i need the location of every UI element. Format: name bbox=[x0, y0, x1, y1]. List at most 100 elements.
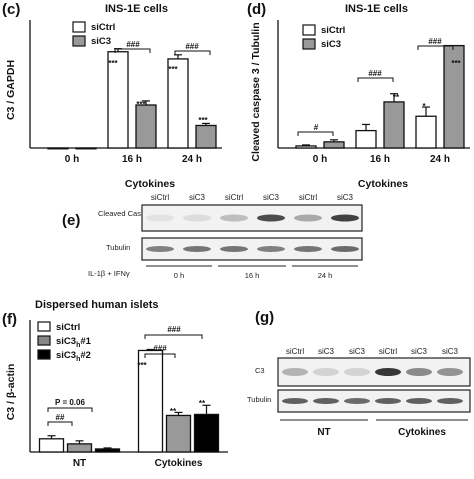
x-tick-label: 24 h bbox=[182, 154, 202, 165]
panel-f-label: (f) bbox=[2, 311, 17, 328]
bar bbox=[135, 104, 157, 149]
blot-g-row1 bbox=[277, 357, 471, 387]
legend-sic3h1-suffix: #1 bbox=[80, 336, 91, 347]
blot-g-row2 bbox=[277, 389, 471, 413]
sig-c-16h: ### bbox=[126, 40, 140, 49]
sig-f-cyt-sictrl: *** bbox=[137, 361, 147, 370]
panel-d-label: (d) bbox=[247, 1, 266, 18]
blot-band bbox=[313, 398, 339, 404]
panel-e: (e) siCtrl siC3 siCtrl siC3 siCtrl siC3 Cleav… bbox=[62, 193, 363, 280]
bar bbox=[415, 115, 437, 149]
panel-d: (d) INS-1E cells Cleaved caspase 3 / Tub… bbox=[247, 1, 470, 190]
panel-f-significance: P = 0.06 ## ### ### *** ** ** bbox=[47, 325, 206, 426]
lane-label: siCtrl bbox=[151, 193, 169, 202]
sig-f-cyt-h2: ### bbox=[167, 325, 181, 334]
blot-e-row1-bands bbox=[146, 214, 359, 222]
legend-swatch-sic3h1 bbox=[37, 335, 51, 346]
blot-band bbox=[406, 368, 432, 376]
bar bbox=[443, 44, 465, 149]
sig-f-nt-h1: ## bbox=[56, 413, 65, 422]
panel-d-legend: siCtrl siC3 bbox=[302, 24, 345, 50]
panel-g-lane-labels: siCtrl siC3 siC3 siCtrl siC3 siC3 bbox=[286, 347, 459, 356]
blot-band bbox=[437, 398, 463, 404]
bar bbox=[355, 129, 377, 149]
blot-g-row1-bands bbox=[282, 368, 463, 376]
blot-band bbox=[375, 398, 401, 404]
blot-g-group-nt: NT bbox=[317, 427, 330, 438]
x-tick-label: 16 h bbox=[370, 154, 390, 165]
sig-c-24h-sictrl: *** bbox=[168, 65, 178, 74]
blot-g-groups: NT Cytokines bbox=[280, 419, 468, 438]
blot-band bbox=[375, 368, 401, 376]
legend-label-sic3h1: siC3h#1 bbox=[56, 336, 92, 349]
sig-d-16h-sic3: ** bbox=[393, 93, 400, 102]
sig-f-nt-p: P = 0.06 bbox=[55, 398, 85, 407]
bar bbox=[75, 147, 97, 150]
bar bbox=[323, 141, 345, 149]
blot-band bbox=[220, 246, 248, 252]
legend-label-sictrl: siCtrl bbox=[91, 22, 115, 33]
sig-f-cyt-h1: ### bbox=[153, 344, 167, 353]
panel-e-lane-labels: siCtrl siC3 siCtrl siC3 siCtrl siC3 bbox=[151, 193, 354, 202]
blot-e-row2-bands bbox=[146, 246, 359, 252]
blot-e-time-groups: 0 h 16 h 24 h bbox=[146, 265, 358, 280]
panel-c: (c) INS-1E cells C3 / GAPDH Cytokines si… bbox=[2, 1, 222, 190]
sig-d-24h: ### bbox=[428, 37, 442, 46]
blot-e-time-16h: 16 h bbox=[245, 271, 260, 280]
blot-band bbox=[331, 214, 359, 222]
blot-e-time-24h: 24 h bbox=[318, 271, 333, 280]
lane-label: siC3 bbox=[189, 193, 206, 202]
sig-d-16h: ### bbox=[368, 69, 382, 78]
lane-label: siCtrl bbox=[286, 347, 304, 356]
legend-swatch-sictrl bbox=[72, 21, 86, 33]
blot-g-row2-label: Tubulin bbox=[247, 395, 271, 404]
panel-d-xlabel: Cytokines bbox=[358, 178, 408, 190]
legend-sic3h1-name: siC3 bbox=[56, 336, 76, 347]
blot-band bbox=[344, 398, 370, 404]
blot-band bbox=[406, 398, 432, 404]
x-tick-label: 0 h bbox=[313, 154, 327, 165]
legend-sic3h2-suffix: #2 bbox=[80, 350, 91, 361]
lane-label: siC3 bbox=[318, 347, 335, 356]
panel-d-ylabel-text: Cleaved caspase 3 / Tubulin bbox=[250, 22, 262, 161]
panel-c-title: INS-1E cells bbox=[105, 3, 168, 15]
panel-c-bars bbox=[47, 48, 217, 150]
legend-label-sictrl: siCtrl bbox=[321, 25, 345, 36]
blot-band bbox=[313, 368, 339, 376]
blot-band bbox=[183, 246, 211, 252]
panel-g: (g) siCtrl siC3 siC3 siCtrl siC3 siC3 C3 Tubu… bbox=[247, 309, 471, 438]
x-tick-label: Cytokines bbox=[155, 458, 203, 469]
lane-label: siC3 bbox=[349, 347, 366, 356]
bar bbox=[165, 414, 192, 453]
panel-d-ylabel: Cleaved caspase 3 / Tubulin bbox=[250, 22, 262, 161]
legend-label-sic3: siC3 bbox=[321, 39, 341, 50]
legend-swatch-sic3 bbox=[302, 38, 316, 50]
panel-d-significance: # ### ### ** * *** bbox=[297, 37, 462, 136]
legend-swatch-sictrl bbox=[302, 24, 316, 36]
x-tick-label: 0 h bbox=[65, 154, 79, 165]
sig-f-cyt-h1-star: ** bbox=[170, 407, 177, 416]
bar bbox=[66, 443, 93, 453]
blot-band bbox=[437, 368, 463, 376]
lane-label: siCtrl bbox=[225, 193, 243, 202]
blot-band bbox=[183, 214, 211, 222]
legend-swatch-sic3 bbox=[72, 35, 86, 47]
sig-c-24h: ### bbox=[185, 42, 199, 51]
panel-f: (f) Dispersed human islets C3 / β-actin … bbox=[2, 299, 228, 469]
lane-label: siC3 bbox=[411, 347, 428, 356]
legend-label-sictrl: siCtrl bbox=[56, 322, 80, 333]
bar bbox=[295, 145, 317, 149]
blot-e-time-0h: 0 h bbox=[174, 271, 184, 280]
panel-c-legend: siCtrl siC3 bbox=[72, 21, 115, 47]
legend-label-sic3: siC3 bbox=[91, 36, 111, 47]
blot-band bbox=[282, 368, 308, 376]
panel-c-significance: ### ### *** *** *** *** bbox=[108, 40, 211, 125]
blot-band bbox=[220, 214, 248, 222]
bar bbox=[383, 101, 405, 149]
bar bbox=[47, 147, 69, 150]
blot-e-treatment-label: IL-1β + IFNγ bbox=[88, 269, 130, 278]
panel-c-xlabel: Cytokines bbox=[125, 178, 175, 190]
sig-f-cyt-h2-star: ** bbox=[199, 399, 206, 408]
bar bbox=[137, 349, 164, 453]
